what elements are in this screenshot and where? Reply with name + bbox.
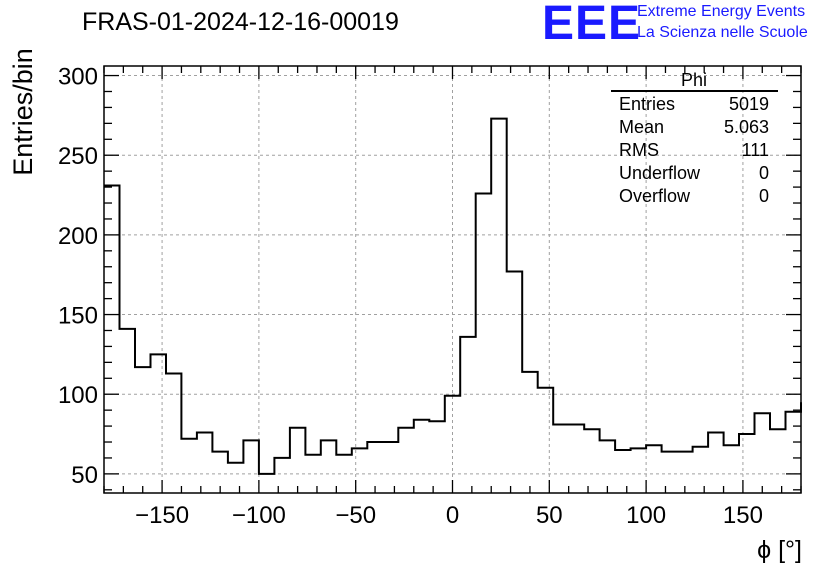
x-tick-label: −50: [335, 502, 376, 529]
x-tick-label: −100: [232, 502, 286, 529]
tick-layer: [103, 66, 802, 493]
x-axis-label: ϕ [°]: [757, 536, 802, 564]
stats-row-value: 0: [759, 163, 769, 183]
stats-row-value: 0: [759, 186, 769, 206]
stats-row-label: Mean: [619, 117, 664, 137]
y-tick-label: 50: [71, 462, 98, 489]
x-tick-label: 50: [536, 502, 563, 529]
y-tick-label: 150: [58, 303, 98, 330]
y-axis-label: Entries/bin: [8, 48, 38, 176]
grid-layer: [104, 66, 801, 493]
y-tick-label: 200: [58, 223, 98, 250]
x-tick-label: −150: [135, 502, 189, 529]
label-layer: −150 −100 −50 0 50 100 150 50 100 150 200 250 300: [58, 64, 763, 529]
stats-row-label: Overflow: [619, 186, 691, 206]
stats-row-value: 111: [742, 140, 769, 160]
eee-logo: EEE: [542, 0, 642, 50]
stats-row-label: Entries: [619, 94, 675, 114]
stats-row-label: Underflow: [619, 163, 701, 183]
stats-row-value: 5019: [729, 94, 769, 114]
stats-title: Phi: [681, 70, 707, 90]
histogram-title: FRAS-01-2024-12-16-00019: [82, 8, 399, 36]
stats-row-value: 5.063: [724, 117, 769, 137]
stats-row-label: RMS: [619, 140, 659, 160]
x-tick-label: 0: [446, 502, 459, 529]
logo-line-1: Extreme Energy Events: [637, 3, 806, 20]
stats-box: Phi Entries 5019 Mean 5.063 RMS 111 Underflow 0…: [611, 70, 778, 206]
histogram-line: [104, 117, 802, 475]
x-tick-label: 100: [626, 502, 666, 529]
y-tick-label: 300: [58, 64, 98, 91]
logo-line-2: La Scienza nelle Scuole: [637, 24, 808, 41]
y-tick-label: 250: [58, 143, 98, 170]
x-tick-label: 150: [723, 502, 763, 529]
y-tick-label: 100: [58, 382, 98, 409]
